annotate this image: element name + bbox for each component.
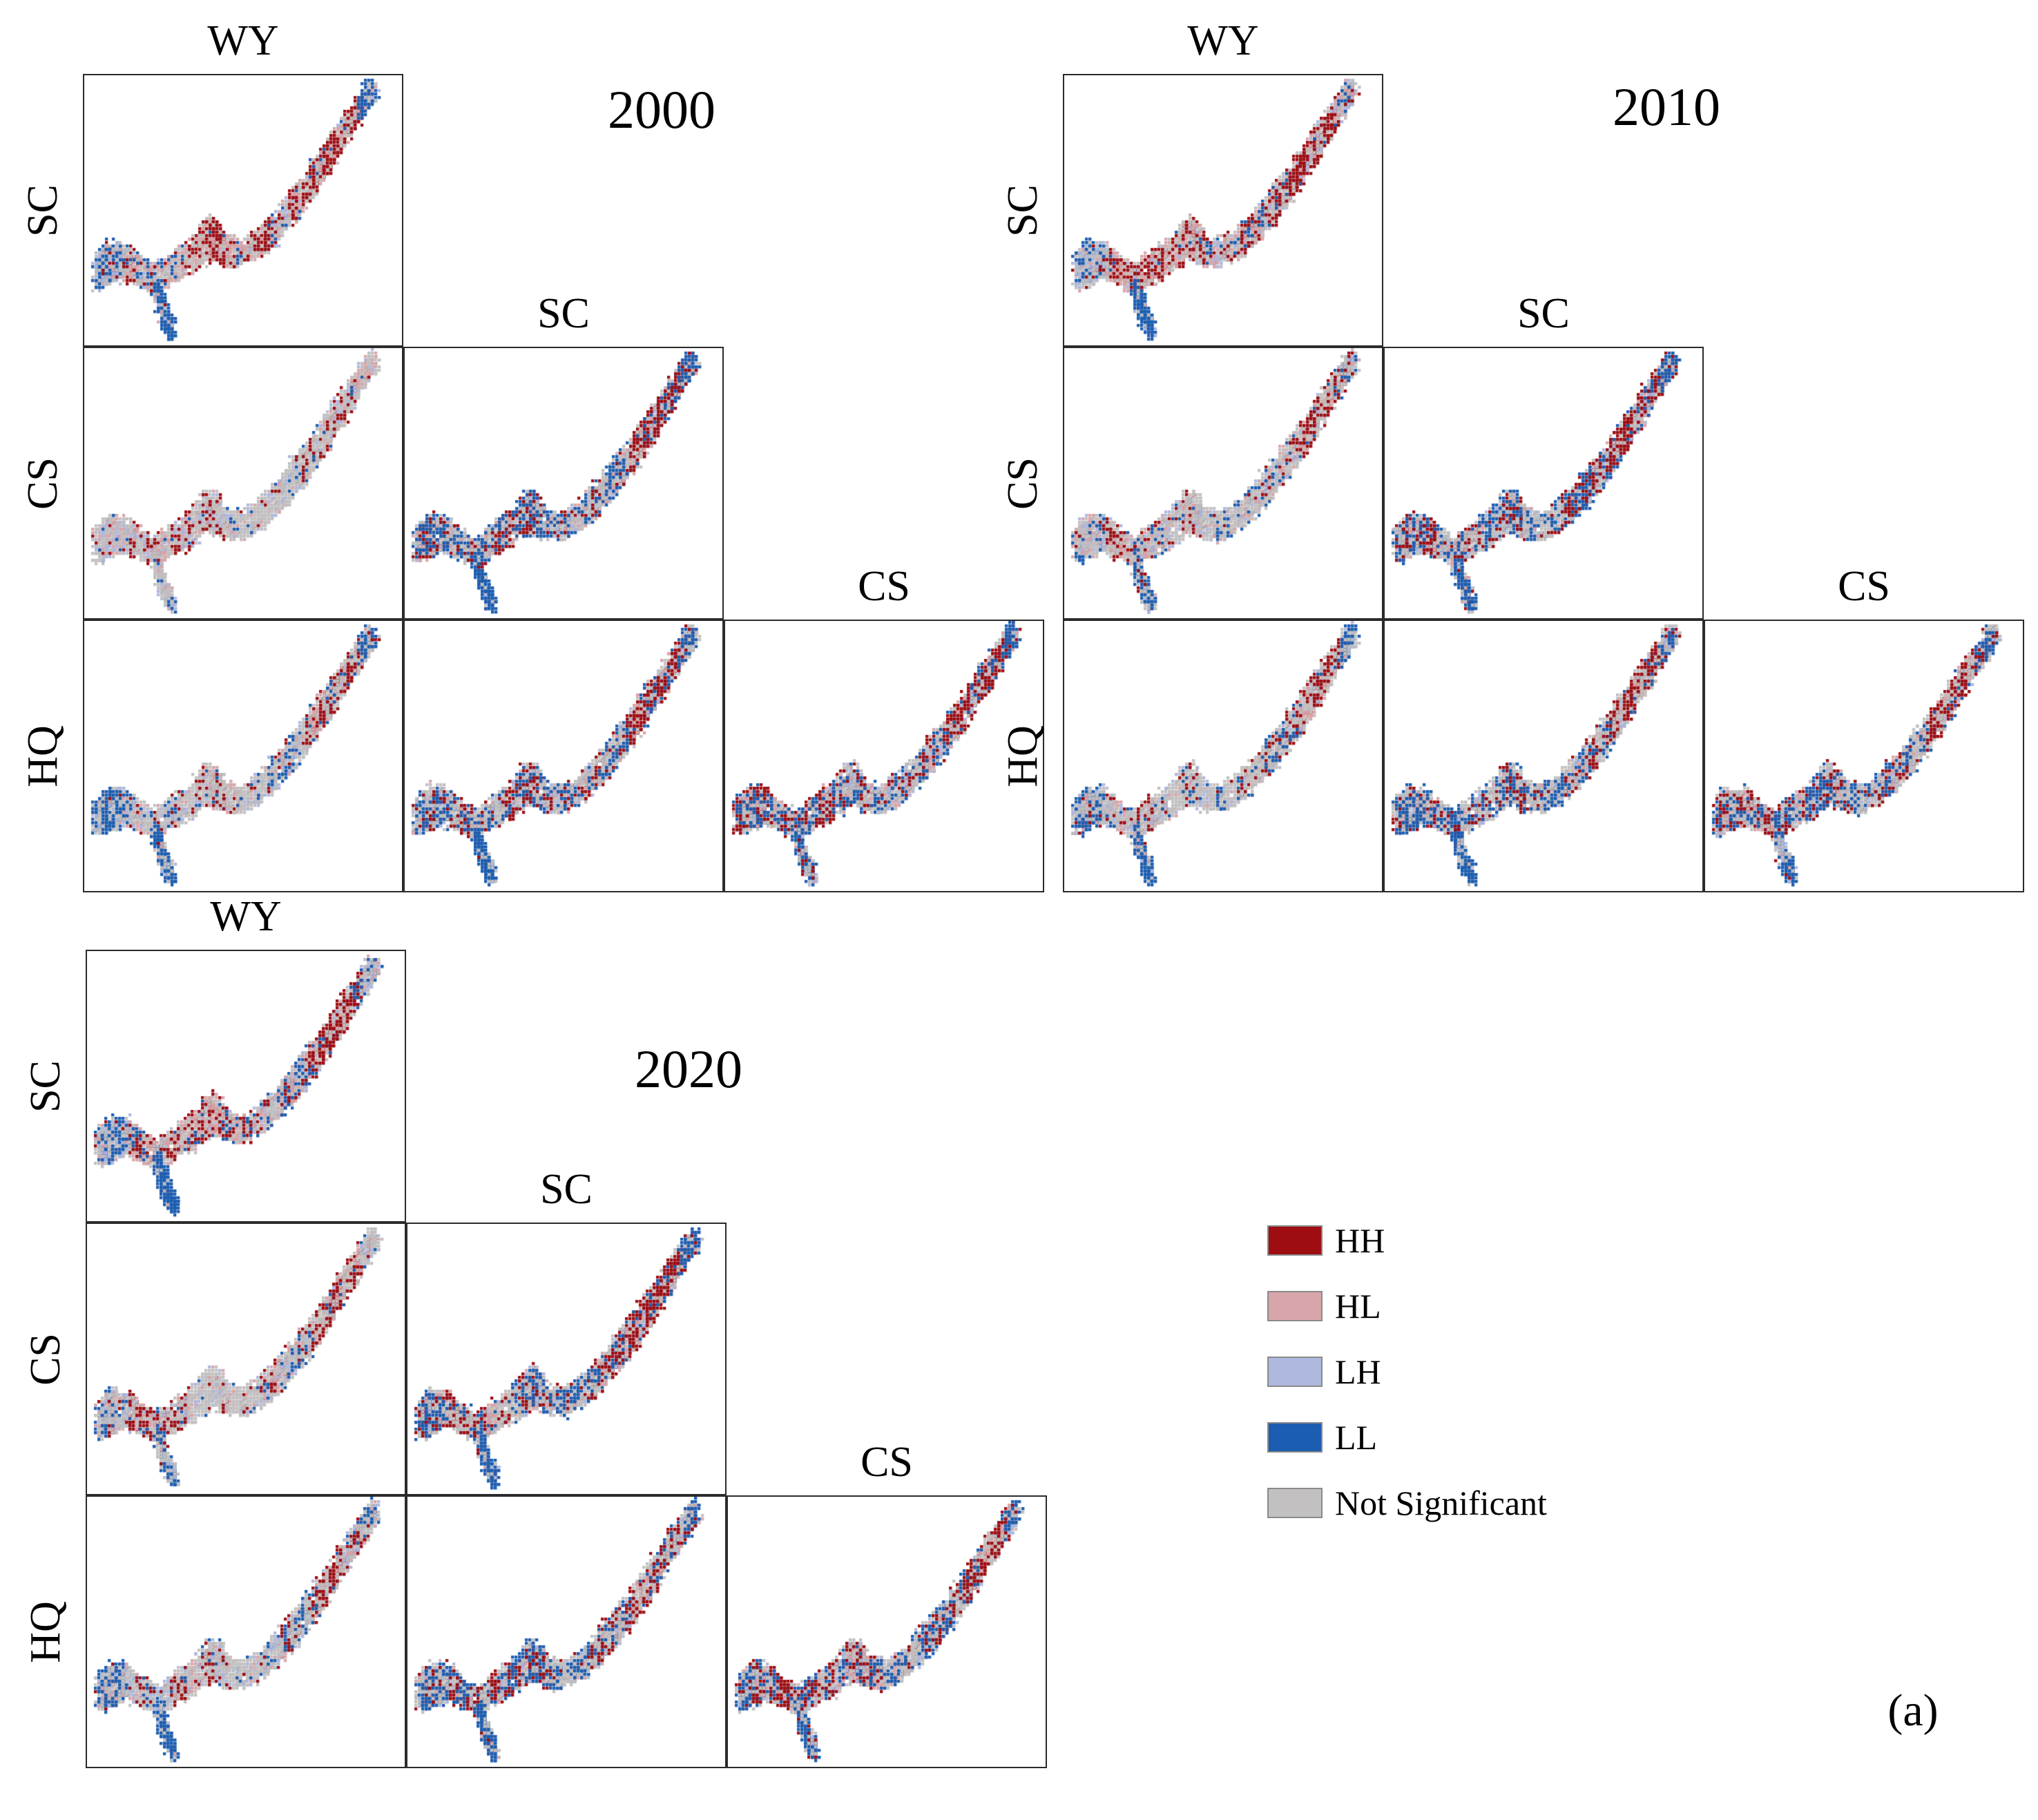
lisa-map-canvas-2010-SC-WY bbox=[1064, 75, 1382, 345]
panel-2010-HQ-CS bbox=[1704, 620, 2024, 892]
row-label-2010-HQ: HQ bbox=[999, 725, 1046, 787]
col-label-2000-WY: WY bbox=[207, 17, 279, 64]
legend-label: LH bbox=[1335, 1352, 1381, 1391]
lisa-map-canvas-2000-HQ-WY bbox=[84, 621, 402, 891]
panel-2000-CS-SC bbox=[403, 347, 724, 620]
row-label-2010-CS: CS bbox=[999, 457, 1046, 510]
panel-2010-SC-WY bbox=[1063, 74, 1383, 347]
legend-swatch-hh bbox=[1267, 1225, 1323, 1256]
lisa-map-canvas-2010-HQ-CS bbox=[1705, 621, 2023, 891]
lisa-map-canvas-2020-HQ-CS bbox=[728, 1497, 1046, 1767]
col-label-2010-SC: SC bbox=[1517, 290, 1570, 337]
lisa-map-canvas-2020-CS-SC bbox=[407, 1224, 725, 1494]
legend-label: HL bbox=[1335, 1287, 1381, 1325]
legend-item-hh: HH bbox=[1267, 1221, 1547, 1260]
col-label-2020-WY: WY bbox=[210, 893, 282, 940]
lisa-map-canvas-2010-CS-SC bbox=[1385, 348, 1702, 618]
lisa-map-canvas-2020-HQ-SC bbox=[407, 1497, 725, 1767]
row-label-2010-SC: SC bbox=[999, 184, 1046, 237]
lisa-map-canvas-2000-CS-WY bbox=[84, 348, 402, 618]
legend-label: HH bbox=[1335, 1221, 1385, 1260]
panel-2000-CS-WY bbox=[83, 347, 403, 620]
lisa-map-canvas-2000-HQ-CS bbox=[725, 621, 1043, 891]
col-label-2000-SC: SC bbox=[537, 290, 590, 337]
row-label-2020-SC: SC bbox=[22, 1060, 69, 1113]
panel-2010-HQ-WY bbox=[1063, 620, 1383, 892]
panel-2020-CS-WY bbox=[86, 1223, 406, 1495]
panel-2020-HQ-CS bbox=[727, 1495, 1047, 1768]
legend-swatch-lh bbox=[1267, 1357, 1323, 1387]
panel-2020-HQ-SC bbox=[406, 1495, 727, 1768]
row-label-2000-SC: SC bbox=[19, 184, 66, 237]
lisa-map-canvas-2020-HQ-WY bbox=[87, 1497, 405, 1767]
col-label-2020-CS: CS bbox=[861, 1439, 913, 1486]
lisa-map-canvas-2020-CS-WY bbox=[87, 1224, 405, 1494]
panel-2010-CS-WY bbox=[1063, 347, 1383, 620]
legend-swatch-hl bbox=[1267, 1291, 1323, 1321]
row-label-2020-CS: CS bbox=[22, 1332, 69, 1386]
year-label-2000: 2000 bbox=[608, 79, 715, 140]
lisa-map-canvas-2010-HQ-SC bbox=[1385, 621, 1702, 891]
col-label-2000-CS: CS bbox=[858, 563, 910, 610]
legend-label: Not Significant bbox=[1335, 1484, 1547, 1522]
row-label-2000-CS: CS bbox=[19, 457, 66, 510]
legend-item-lh: LH bbox=[1267, 1352, 1547, 1391]
panel-2000-SC-WY bbox=[83, 74, 403, 347]
row-label-2020-HQ: HQ bbox=[22, 1600, 69, 1663]
lisa-map-canvas-2000-CS-SC bbox=[405, 348, 722, 618]
panel-2010-CS-SC bbox=[1383, 347, 1704, 620]
col-label-2010-WY: WY bbox=[1187, 17, 1259, 64]
panel-2020-SC-WY bbox=[86, 950, 406, 1223]
legend-swatch-ll bbox=[1267, 1422, 1323, 1453]
figure-subpanel-label: (a) bbox=[1887, 1685, 1939, 1736]
lisa-map-canvas-2000-SC-WY bbox=[84, 75, 402, 345]
panel-2020-CS-SC bbox=[406, 1223, 727, 1495]
legend-label: LL bbox=[1335, 1418, 1378, 1457]
panel-2010-HQ-SC bbox=[1383, 620, 1704, 892]
lisa-map-canvas-2010-HQ-WY bbox=[1064, 621, 1382, 891]
lisa-map-canvas-2000-HQ-SC bbox=[405, 621, 722, 891]
legend: HH HL LH LL Not Significant bbox=[1267, 1221, 1547, 1552]
lisa-map-canvas-2010-CS-WY bbox=[1064, 348, 1382, 618]
panel-2000-HQ-SC bbox=[403, 620, 724, 892]
legend-swatch-not-significant bbox=[1267, 1488, 1323, 1518]
lisa-map-canvas-2020-SC-WY bbox=[87, 951, 405, 1221]
year-label-2020: 2020 bbox=[635, 1039, 742, 1099]
legend-item-ll: LL bbox=[1267, 1418, 1547, 1457]
row-label-2000-HQ: HQ bbox=[19, 725, 66, 787]
panel-2020-HQ-WY bbox=[86, 1495, 406, 1768]
legend-item-hl: HL bbox=[1267, 1287, 1547, 1325]
panel-2000-HQ-WY bbox=[83, 620, 403, 892]
year-label-2010: 2010 bbox=[1613, 77, 1720, 137]
panel-2000-HQ-CS bbox=[724, 620, 1044, 892]
legend-item-not-significant: Not Significant bbox=[1267, 1486, 1547, 1520]
col-label-2010-CS: CS bbox=[1838, 563, 1890, 610]
col-label-2020-SC: SC bbox=[540, 1166, 593, 1213]
